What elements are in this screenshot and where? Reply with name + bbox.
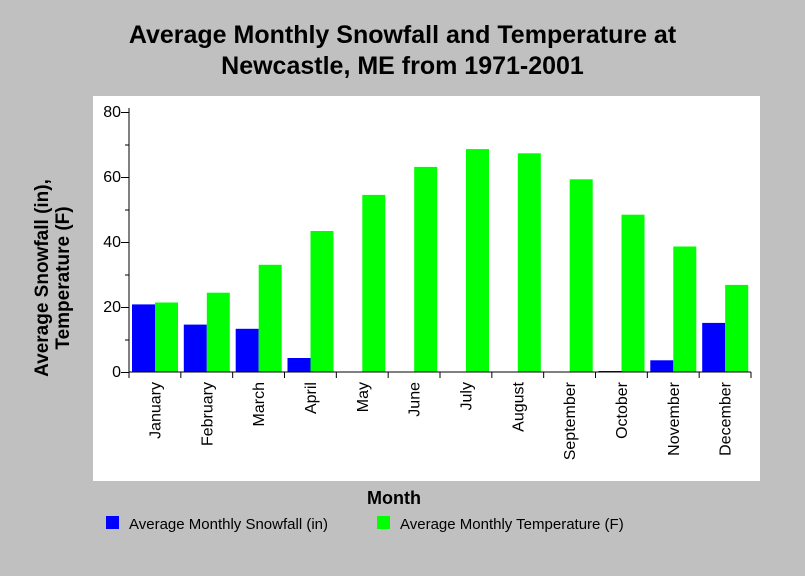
bar-temperature-june [414, 166, 438, 372]
bar-temperature-october [621, 214, 645, 372]
y-axis-label: Average Snowfall (in), Temperature (F) [32, 128, 74, 428]
legend-label-temperature: Average Monthly Temperature (F) [400, 516, 624, 533]
x-tick-label-february: February [199, 382, 216, 446]
chart-title-line-1: Average Monthly Snowfall and Temperature… [128, 21, 677, 49]
x-tick-label-november: November [666, 381, 683, 455]
bar-temperature-december [725, 284, 749, 372]
bar-snowfall-january [132, 304, 155, 372]
legend-label-snowfall: Average Monthly Snowfall (in) [129, 516, 328, 533]
bar-temperature-august [517, 153, 541, 372]
chart-title-line-2: Newcastle, ME from 1971-2001 [221, 52, 584, 80]
plot-area: 0 20 40 60 80 January February March April May Jun… [93, 96, 760, 481]
bar-temperature-january [155, 302, 178, 372]
x-tick-label-july: July [458, 382, 475, 410]
chart-title: Average Monthly Snowfall and Temperature… [0, 20, 805, 82]
x-tick-label-december: December [718, 381, 735, 455]
bar-temperature-april [310, 231, 334, 372]
x-tick-label-january: January [147, 382, 164, 439]
y-tick-label-60: 60 [103, 169, 121, 186]
bar-temperature-march [258, 264, 282, 373]
bar-temperature-november [673, 246, 697, 372]
x-tick-label-june: June [407, 382, 424, 417]
x-axis-label: Month [367, 488, 421, 508]
bar-snowfall-december [702, 322, 726, 372]
y-axis-label-line-1: Average Snowfall (in), [32, 179, 53, 377]
legend-swatch-temperature [377, 516, 390, 529]
x-tick-label-may: May [355, 382, 372, 412]
y-tick-label-80: 80 [103, 104, 121, 121]
legend-swatch-snowfall [106, 516, 119, 529]
x-tick-label-april: April [303, 382, 320, 414]
bar-snowfall-march [235, 328, 259, 372]
bar-temperature-july [466, 149, 489, 372]
y-axis-label-line-2: Temperature (F) [53, 206, 74, 350]
x-tick-label-august: August [510, 381, 527, 431]
bar-temperature-september [569, 179, 593, 372]
bar-temperature-february [206, 292, 230, 372]
bar-temperature-may [362, 194, 386, 372]
x-tick-label-september: September [562, 381, 579, 460]
x-tick-label-march: March [251, 382, 268, 426]
x-tick-label-october: October [614, 381, 631, 439]
chart-svg: 0 20 40 60 80 January February March April May Jun… [103, 104, 752, 460]
bar-snowfall-february [183, 324, 207, 372]
y-tick-label-40: 40 [103, 234, 121, 251]
y-tick-label-20: 20 [103, 299, 121, 316]
y-tick-label-0: 0 [112, 364, 121, 381]
bar-snowfall-november [650, 360, 674, 372]
bar-snowfall-april [287, 358, 311, 372]
